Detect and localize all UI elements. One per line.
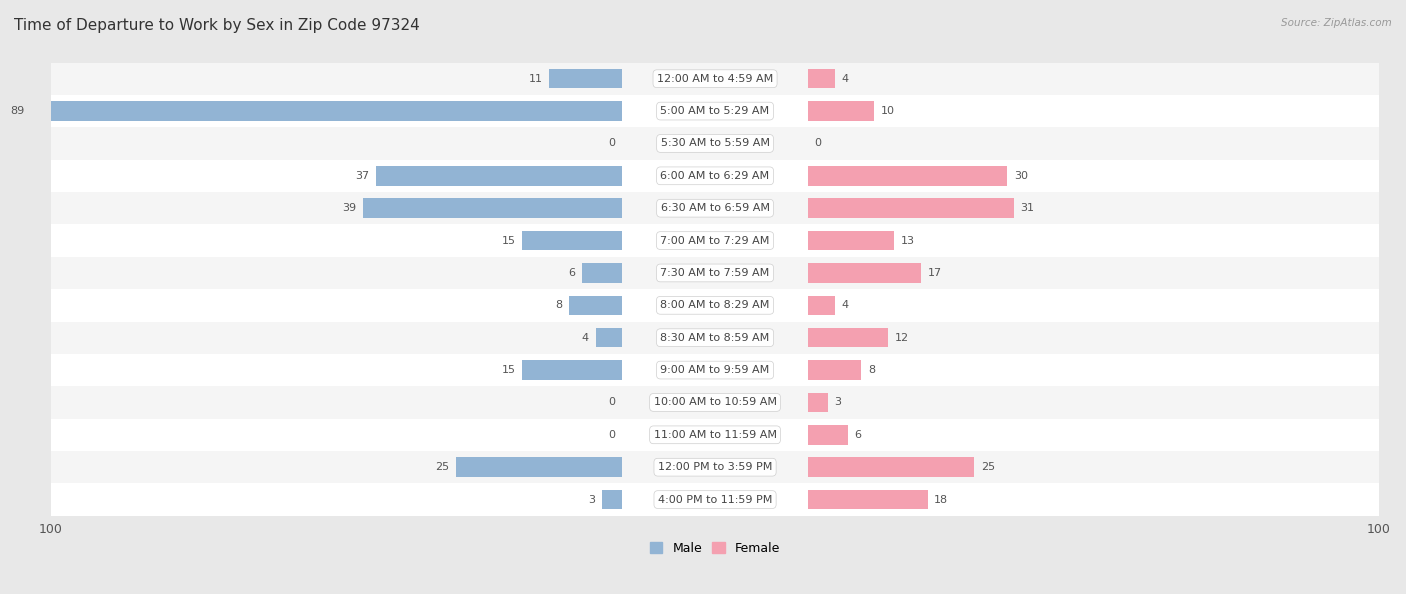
Bar xyxy=(523,361,621,380)
Bar xyxy=(51,225,1379,257)
Text: 18: 18 xyxy=(934,495,948,504)
Bar xyxy=(602,490,621,509)
Text: 39: 39 xyxy=(343,203,357,213)
Text: 10:00 AM to 10:59 AM: 10:00 AM to 10:59 AM xyxy=(654,397,776,407)
Bar xyxy=(582,263,621,283)
Bar xyxy=(808,102,875,121)
Text: 25: 25 xyxy=(980,462,995,472)
Bar xyxy=(808,457,974,477)
Text: 6:30 AM to 6:59 AM: 6:30 AM to 6:59 AM xyxy=(661,203,769,213)
Text: 9:00 AM to 9:59 AM: 9:00 AM to 9:59 AM xyxy=(661,365,769,375)
Text: 8: 8 xyxy=(868,365,875,375)
Text: 13: 13 xyxy=(901,236,915,245)
Text: 15: 15 xyxy=(502,365,516,375)
Bar xyxy=(523,231,621,250)
Text: 11:00 AM to 11:59 AM: 11:00 AM to 11:59 AM xyxy=(654,430,776,440)
Bar xyxy=(51,127,1379,160)
Bar xyxy=(51,160,1379,192)
Bar xyxy=(808,69,835,89)
Text: 5:30 AM to 5:59 AM: 5:30 AM to 5:59 AM xyxy=(661,138,769,148)
Bar xyxy=(808,490,928,509)
Bar xyxy=(377,166,621,185)
Bar xyxy=(808,361,860,380)
Bar xyxy=(31,102,621,121)
Text: 6:00 AM to 6:29 AM: 6:00 AM to 6:29 AM xyxy=(661,171,769,181)
Text: 12: 12 xyxy=(894,333,908,343)
Bar xyxy=(808,166,1007,185)
Bar xyxy=(51,289,1379,321)
Text: 3: 3 xyxy=(589,495,596,504)
Text: 7:00 AM to 7:29 AM: 7:00 AM to 7:29 AM xyxy=(661,236,769,245)
Text: 4: 4 xyxy=(582,333,589,343)
Bar xyxy=(808,425,848,444)
Text: 8:30 AM to 8:59 AM: 8:30 AM to 8:59 AM xyxy=(661,333,769,343)
Bar xyxy=(51,95,1379,127)
Text: 25: 25 xyxy=(436,462,450,472)
Bar xyxy=(569,296,621,315)
Bar xyxy=(456,457,621,477)
Bar xyxy=(51,62,1379,95)
Text: 0: 0 xyxy=(814,138,821,148)
Bar xyxy=(808,393,828,412)
Text: 31: 31 xyxy=(1021,203,1035,213)
Text: 6: 6 xyxy=(568,268,575,278)
Bar xyxy=(808,198,1014,218)
Text: 3: 3 xyxy=(835,397,842,407)
Text: 17: 17 xyxy=(928,268,942,278)
Text: 0: 0 xyxy=(609,138,616,148)
Text: 6: 6 xyxy=(855,430,862,440)
Text: 37: 37 xyxy=(356,171,370,181)
Bar xyxy=(51,386,1379,419)
Bar xyxy=(51,451,1379,484)
Bar xyxy=(596,328,621,347)
Text: 15: 15 xyxy=(502,236,516,245)
Text: Time of Departure to Work by Sex in Zip Code 97324: Time of Departure to Work by Sex in Zip … xyxy=(14,18,420,33)
Bar xyxy=(808,328,887,347)
Text: 0: 0 xyxy=(609,397,616,407)
Bar xyxy=(808,231,894,250)
Bar xyxy=(808,263,921,283)
Text: 4: 4 xyxy=(841,301,848,310)
Text: 89: 89 xyxy=(10,106,24,116)
Text: 30: 30 xyxy=(1014,171,1028,181)
Bar xyxy=(363,198,621,218)
Text: 8: 8 xyxy=(555,301,562,310)
Bar xyxy=(51,192,1379,225)
Bar xyxy=(51,484,1379,516)
Text: 12:00 AM to 4:59 AM: 12:00 AM to 4:59 AM xyxy=(657,74,773,84)
Text: 10: 10 xyxy=(882,106,896,116)
Text: Source: ZipAtlas.com: Source: ZipAtlas.com xyxy=(1281,18,1392,28)
Bar xyxy=(51,419,1379,451)
Text: 4:00 PM to 11:59 PM: 4:00 PM to 11:59 PM xyxy=(658,495,772,504)
Bar xyxy=(51,257,1379,289)
Text: 0: 0 xyxy=(609,430,616,440)
Bar xyxy=(51,354,1379,386)
Legend: Male, Female: Male, Female xyxy=(650,542,780,555)
Bar xyxy=(51,321,1379,354)
Bar xyxy=(550,69,621,89)
Text: 7:30 AM to 7:59 AM: 7:30 AM to 7:59 AM xyxy=(661,268,769,278)
Text: 11: 11 xyxy=(529,74,543,84)
Text: 8:00 AM to 8:29 AM: 8:00 AM to 8:29 AM xyxy=(661,301,769,310)
Text: 4: 4 xyxy=(841,74,848,84)
Text: 5:00 AM to 5:29 AM: 5:00 AM to 5:29 AM xyxy=(661,106,769,116)
Bar xyxy=(808,296,835,315)
Text: 12:00 PM to 3:59 PM: 12:00 PM to 3:59 PM xyxy=(658,462,772,472)
